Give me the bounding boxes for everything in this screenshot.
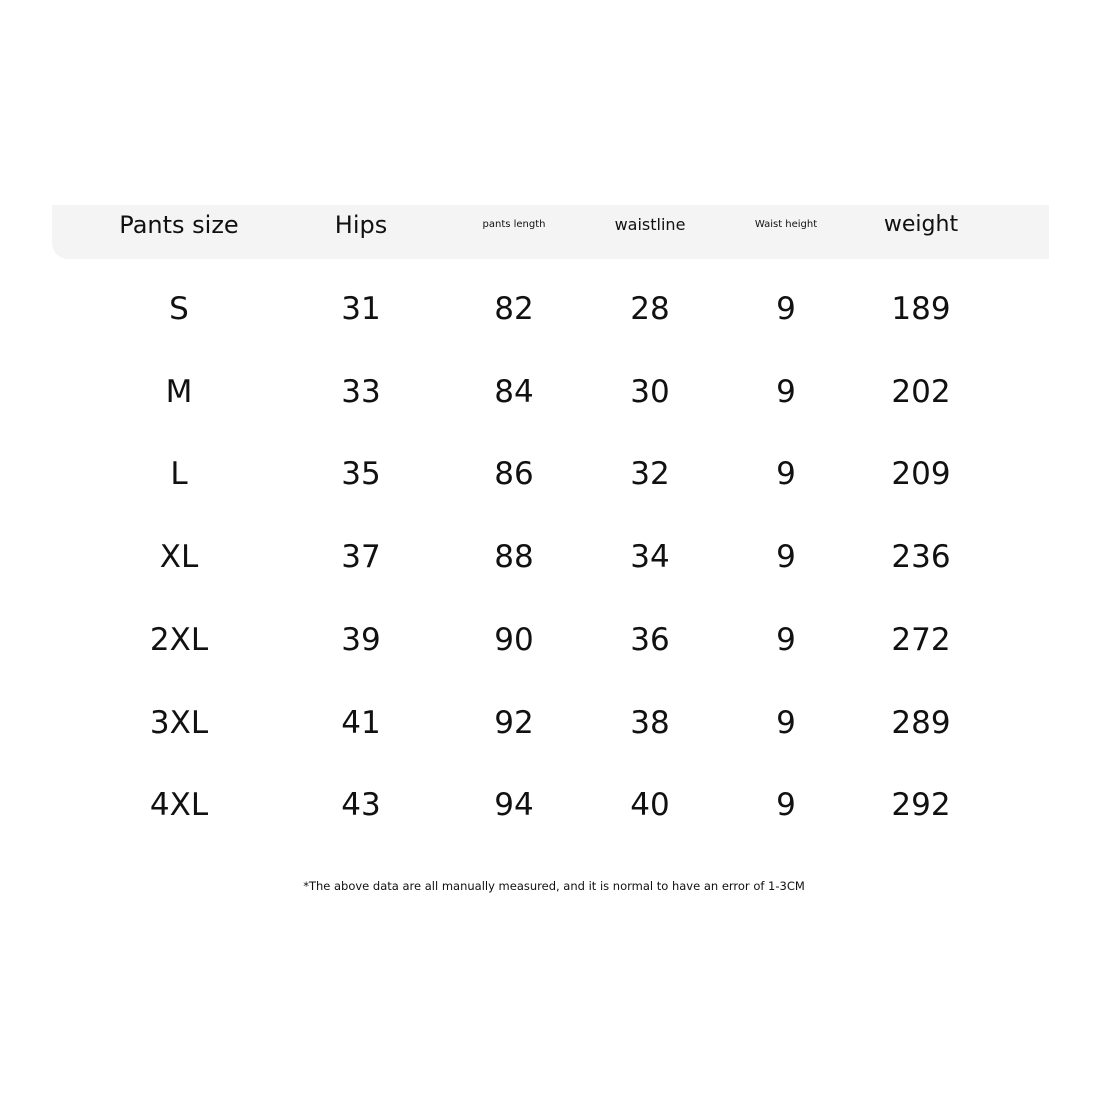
footnote: *The above data are all manually measure… bbox=[303, 879, 805, 893]
table-cell: 33 bbox=[341, 373, 381, 410]
table-cell: 289 bbox=[891, 704, 951, 741]
table-cell: 202 bbox=[891, 373, 951, 410]
table-header-bar bbox=[52, 205, 1049, 259]
table-cell: 37 bbox=[341, 539, 381, 576]
table-cell: 30 bbox=[630, 373, 670, 410]
table-cell: 39 bbox=[341, 621, 381, 658]
table-cell: 90 bbox=[494, 621, 534, 658]
size-label: 3XL bbox=[149, 704, 209, 741]
column-header: Pants size bbox=[119, 211, 239, 239]
size-label: 2XL bbox=[149, 621, 209, 658]
table-cell: 34 bbox=[630, 539, 670, 576]
table-cell: 9 bbox=[776, 291, 796, 327]
table-cell: 84 bbox=[494, 373, 534, 410]
size-label: 4XL bbox=[149, 787, 209, 824]
table-cell: 292 bbox=[891, 787, 951, 824]
size-label: S bbox=[169, 291, 189, 327]
size-label: L bbox=[170, 456, 188, 493]
column-header: Hips bbox=[334, 211, 388, 239]
table-cell: 31 bbox=[341, 291, 381, 327]
table-cell: 35 bbox=[341, 456, 381, 493]
table-cell: 82 bbox=[494, 291, 534, 327]
table-cell: 94 bbox=[494, 787, 534, 824]
table-cell: 189 bbox=[891, 291, 951, 327]
table-cell: 9 bbox=[776, 373, 796, 410]
table-cell: 9 bbox=[776, 787, 796, 824]
table-cell: 32 bbox=[630, 456, 670, 493]
table-cell: 9 bbox=[776, 539, 796, 576]
table-cell: 28 bbox=[630, 291, 670, 327]
table-cell: 88 bbox=[494, 539, 534, 576]
table-cell: 9 bbox=[776, 704, 796, 741]
column-header: weight bbox=[883, 212, 959, 237]
column-header: Waist height bbox=[754, 219, 818, 230]
table-cell: 43 bbox=[341, 787, 381, 824]
table-cell: 38 bbox=[630, 704, 670, 741]
table-cell: 86 bbox=[494, 456, 534, 493]
table-cell: 9 bbox=[776, 456, 796, 493]
table-cell: 236 bbox=[891, 539, 951, 576]
column-header: waistline bbox=[614, 215, 686, 234]
table-cell: 41 bbox=[341, 704, 381, 741]
table-cell: 209 bbox=[891, 456, 951, 493]
table-cell: 36 bbox=[630, 621, 670, 658]
table-cell: 272 bbox=[891, 621, 951, 658]
size-label: XL bbox=[159, 539, 199, 576]
table-cell: 40 bbox=[630, 787, 670, 824]
table-cell: 92 bbox=[494, 704, 534, 741]
table-cell: 9 bbox=[776, 621, 796, 658]
size-label: M bbox=[165, 373, 193, 410]
column-header: pants length bbox=[482, 219, 546, 230]
